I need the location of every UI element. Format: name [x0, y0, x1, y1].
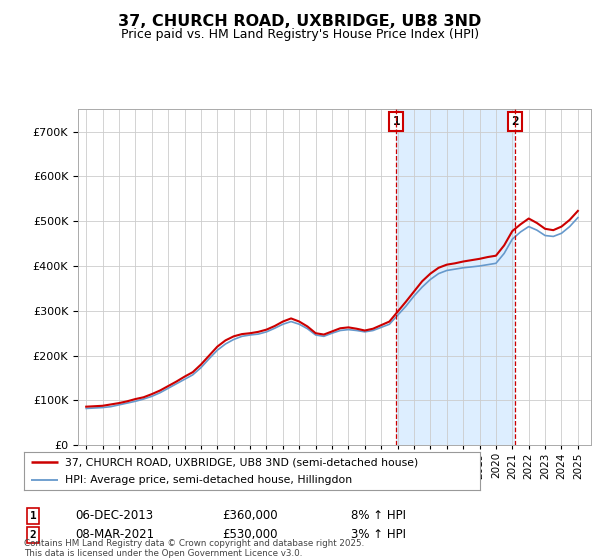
Text: 37, CHURCH ROAD, UXBRIDGE, UB8 3ND (semi-detached house): 37, CHURCH ROAD, UXBRIDGE, UB8 3ND (semi… [65, 457, 418, 467]
Bar [396, 109, 515, 445]
Text: 1: 1 [29, 511, 37, 521]
Text: £530,000: £530,000 [222, 528, 277, 542]
Text: 08-MAR-2021: 08-MAR-2021 [75, 528, 154, 542]
Text: £360,000: £360,000 [222, 509, 278, 522]
Text: 8% ↑ HPI: 8% ↑ HPI [351, 509, 406, 522]
Text: 2: 2 [512, 115, 519, 128]
Text: Contains HM Land Registry data © Crown copyright and database right 2025.
This d: Contains HM Land Registry data © Crown c… [24, 539, 364, 558]
Text: 06-DEC-2013: 06-DEC-2013 [75, 509, 153, 522]
Text: 1: 1 [392, 115, 400, 128]
Text: 2: 2 [29, 530, 37, 540]
Text: 37, CHURCH ROAD, UXBRIDGE, UB8 3ND: 37, CHURCH ROAD, UXBRIDGE, UB8 3ND [118, 14, 482, 29]
Text: Price paid vs. HM Land Registry's House Price Index (HPI): Price paid vs. HM Land Registry's House … [121, 28, 479, 41]
Text: 3% ↑ HPI: 3% ↑ HPI [351, 528, 406, 542]
Text: HPI: Average price, semi-detached house, Hillingdon: HPI: Average price, semi-detached house,… [65, 475, 352, 485]
